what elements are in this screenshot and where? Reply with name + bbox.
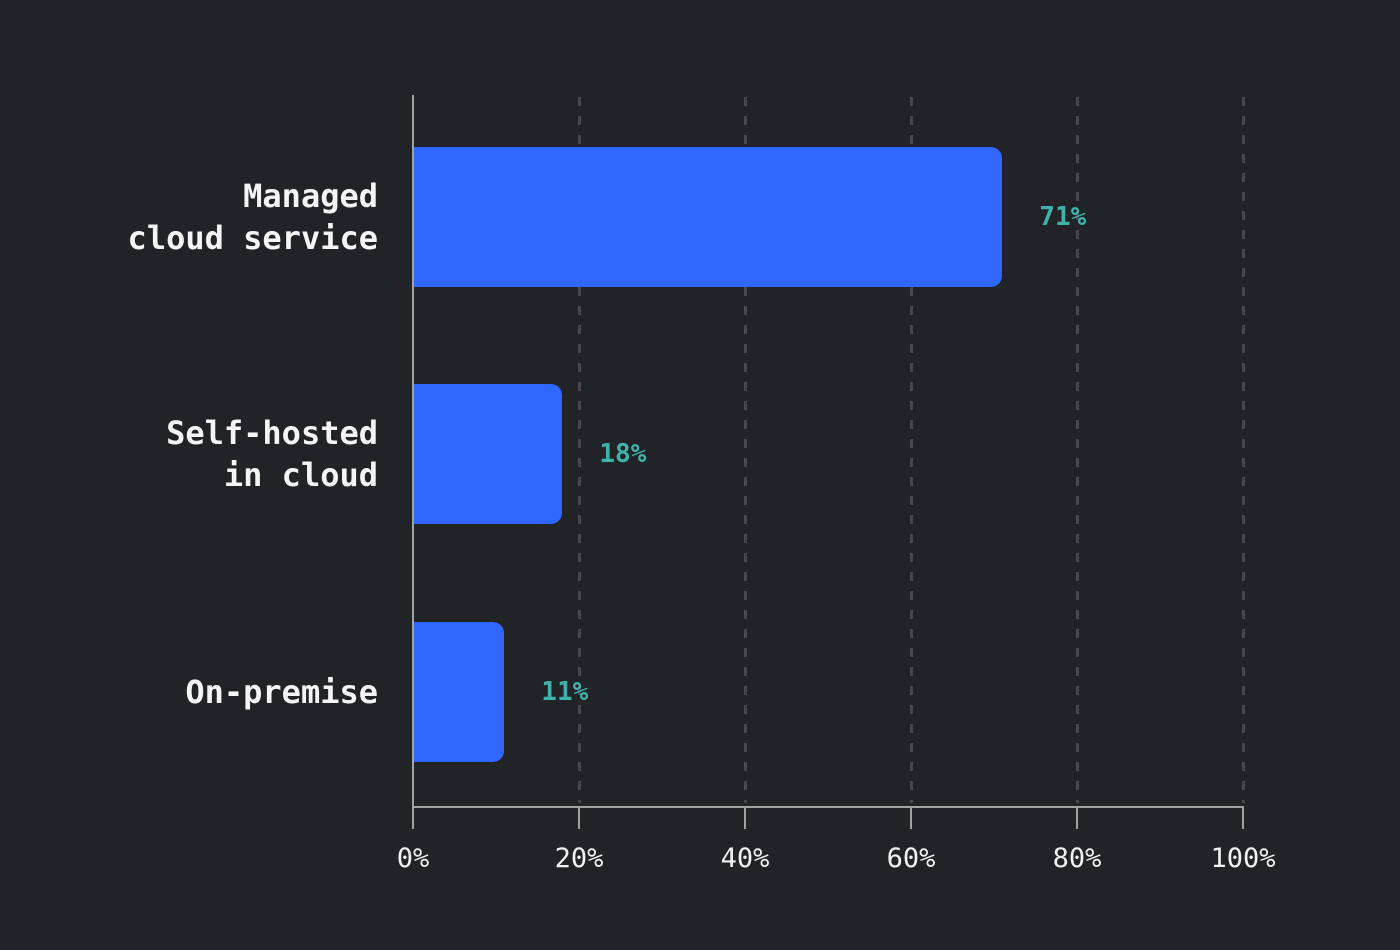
gridline-80	[1075, 97, 1079, 803]
category-label-2: On-premise	[0, 671, 378, 713]
gridline-100	[1241, 97, 1245, 803]
x-tick-60	[910, 808, 912, 829]
value-label-0: 71%	[1039, 202, 1087, 232]
category-label-line: in cloud	[223, 456, 378, 494]
x-tick-label-0: 0%	[396, 843, 430, 874]
category-label-line: Self-hosted	[166, 414, 378, 452]
category-label-line: Managed	[243, 177, 378, 215]
x-tick-40	[744, 808, 746, 829]
x-tick-label-20: 20%	[554, 843, 604, 874]
plot-area: 71% 18% 11% 0% 20% 40% 60% 80% 100%	[397, 95, 1276, 874]
x-tick-100	[1242, 808, 1244, 829]
bar-1	[413, 384, 563, 524]
x-tick-label-40: 40%	[720, 843, 770, 874]
y-axis-line	[412, 95, 414, 807]
category-label-1: Self-hosted in cloud	[0, 412, 378, 496]
category-label-0: Managed cloud service	[0, 175, 378, 259]
gridline-20	[577, 97, 581, 803]
x-tick-80	[1076, 808, 1078, 829]
x-axis-line	[412, 806, 1244, 808]
bar-0	[413, 147, 1003, 287]
x-tick-20	[578, 808, 580, 829]
x-tick-label-60: 60%	[886, 843, 936, 874]
category-label-line: cloud service	[127, 219, 378, 257]
category-label-line: On-premise	[185, 673, 378, 711]
gridline-60	[909, 97, 913, 803]
gridline-40	[743, 97, 747, 803]
value-label-1: 18%	[599, 439, 647, 469]
x-tick-label-80: 80%	[1052, 843, 1102, 874]
value-label-2: 11%	[541, 677, 589, 707]
x-tick-label-100: 100%	[1210, 843, 1276, 874]
x-tick-0	[412, 808, 414, 829]
bar-2	[413, 622, 505, 762]
